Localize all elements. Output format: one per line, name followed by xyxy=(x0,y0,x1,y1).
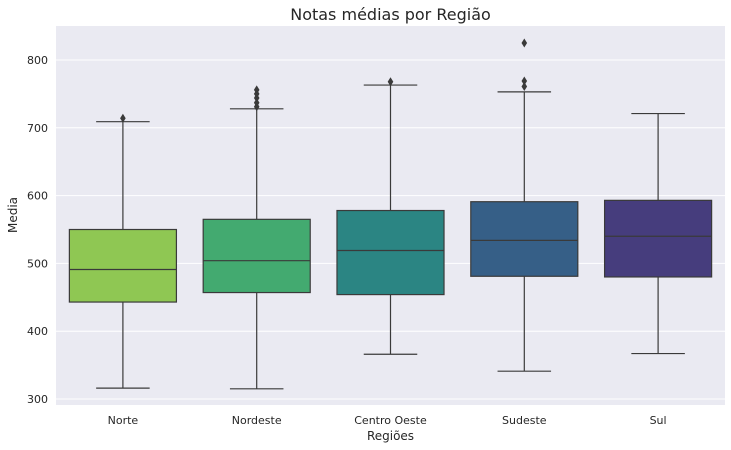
box-iqr xyxy=(68,228,178,303)
y-tick-label: 400 xyxy=(27,325,48,338)
outlier-point xyxy=(387,77,394,87)
box-iqr xyxy=(603,199,713,278)
box-centro-oeste xyxy=(336,77,445,355)
box-iqr xyxy=(336,209,445,296)
outlier-point xyxy=(120,113,126,123)
y-axis-label: Media xyxy=(6,197,20,233)
boxes-layer xyxy=(68,38,713,390)
x-tick-label: Centro Oeste xyxy=(354,414,427,427)
box-norte xyxy=(68,113,178,389)
outlier-point xyxy=(253,85,260,95)
outlier-point xyxy=(521,81,528,91)
x-axis-label: Regiões xyxy=(367,429,414,443)
outlier-point xyxy=(521,38,528,48)
box-sul xyxy=(603,112,713,355)
box-iqr xyxy=(470,201,579,277)
x-tick-label: Sul xyxy=(650,414,667,427)
y-tick-label: 700 xyxy=(27,122,48,135)
box-sudeste xyxy=(470,38,579,372)
y-tick-label: 300 xyxy=(27,393,48,406)
x-tick-label: Norte xyxy=(108,414,139,427)
y-tick-label: 500 xyxy=(27,257,48,270)
x-tick-label: Sudeste xyxy=(502,414,547,427)
outlier-point xyxy=(521,76,528,86)
y-tick-labels: 300 400 500 600 700 800 xyxy=(27,54,48,406)
box-nordeste xyxy=(202,85,311,390)
chart-title: Notas médias por Região xyxy=(290,5,491,24)
y-tick-label: 600 xyxy=(27,190,48,203)
x-tick-label: Nordeste xyxy=(232,414,282,427)
outlier-point xyxy=(253,98,260,108)
x-tick-labels: Norte Nordeste Centro Oeste Sudeste Sul xyxy=(108,414,667,427)
y-tick-label: 800 xyxy=(27,54,48,67)
box-iqr xyxy=(202,218,311,294)
